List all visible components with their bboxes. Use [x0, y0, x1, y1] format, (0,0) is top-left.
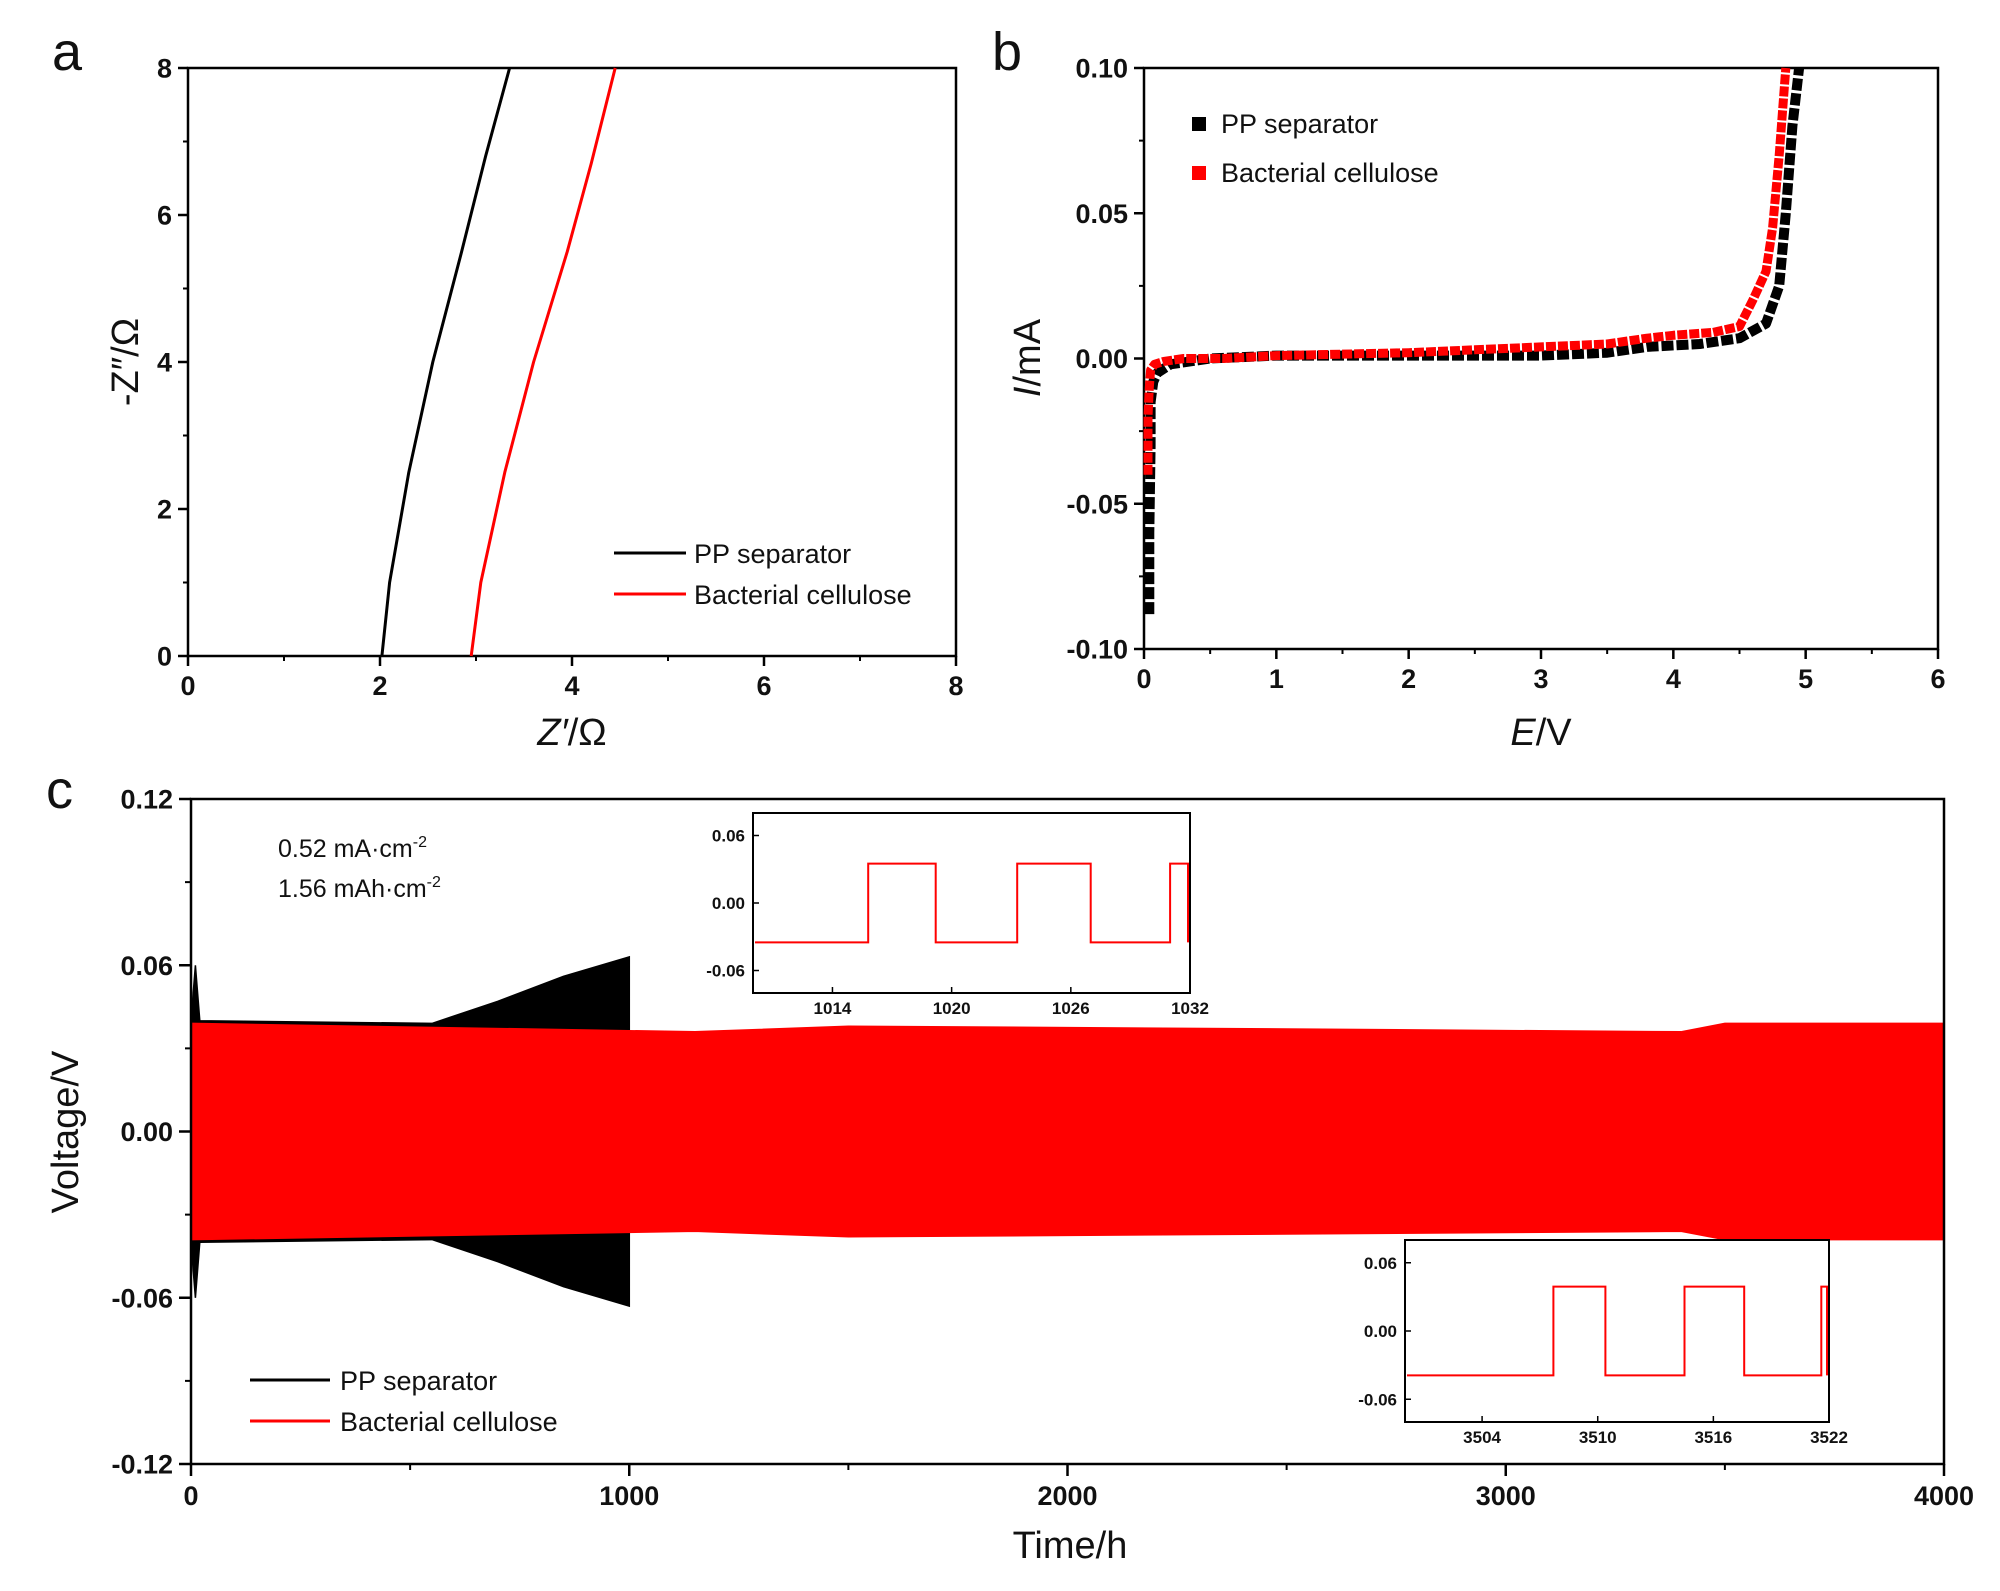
- x-tick-label: 6: [1930, 664, 1945, 694]
- series-band-bacterial-cellulose: [190, 1022, 1945, 1241]
- y-tick-label: -0.05: [1066, 489, 1128, 519]
- axis-ticks-c: 0 1000 2000 3000 4000 -0.12 -0.06 0.00 0.06 0.12: [111, 785, 1974, 1511]
- x-tick-label: 6: [756, 671, 771, 701]
- panel-label-a: a: [52, 22, 83, 82]
- legend-a: PP separator Bacterial cellulose: [614, 539, 912, 610]
- x-tick-label: 4000: [1914, 1481, 1974, 1511]
- legend-swatch-b-bc: [1192, 166, 1206, 180]
- legend-label-c-pp: PP separator: [340, 1366, 497, 1396]
- inset-y-tick-label: 0.06: [712, 827, 745, 846]
- panel-label-b: b: [992, 22, 1022, 82]
- chart-panel-c: 0 1000 2000 3000 4000-0.12-0.060.000.060.12 …: [45, 785, 1974, 1567]
- x-axis-label-b: E/V: [1510, 712, 1572, 754]
- x-tick-label: 0: [1136, 664, 1151, 694]
- y-tick-label: 0.12: [120, 785, 173, 815]
- axis-ticks-b: 0 1 2 3 4 5 6 -0.10 -0.05 0.00 0.05 0.10: [1066, 54, 1945, 694]
- inset-y-tick-label: -0.06: [706, 962, 745, 981]
- y-axis-label-c: Voltage/V: [45, 1050, 87, 1213]
- chart-panel-b: 0 1 2 3 4 5 6 -0.10 -0.05 0.00 0.05 0.10 E/V I/mA P…: [1007, 54, 1946, 754]
- inset-x-tick-label: 1014: [814, 999, 852, 1018]
- inset-series-line: [755, 862, 1189, 944]
- x-axis-label-c: Time/h: [1013, 1525, 1128, 1567]
- legend-label-a-pp: PP separator: [694, 539, 851, 569]
- y-tick-label: -0.12: [111, 1450, 173, 1480]
- series-group-a: [380, 67, 617, 657]
- y-tick-label: -0.06: [111, 1283, 173, 1313]
- annotation-conditions: 0.52 mA·cm-2 1.56 mAh·cm-2: [278, 834, 441, 903]
- inset-x-tick-label: 1032: [1171, 999, 1209, 1018]
- inset-x-tick-label: 3504: [1463, 1428, 1501, 1447]
- x-axis-label-a: Z′/Ω: [536, 712, 606, 754]
- legend-swatch-b-pp: [1192, 117, 1206, 131]
- x-tick-label: 4: [1666, 664, 1681, 694]
- inset-x-tick-label: 3522: [1810, 1428, 1848, 1447]
- chart-panel-a: 0 2 4 6 8 0 2 4 6 8 Z′/Ω -Z″/Ω PP separator Bacte…: [105, 54, 964, 754]
- y-axis-label-a: -Z″/Ω: [105, 318, 147, 406]
- legend-b: PP separator Bacterial cellulose: [1192, 109, 1439, 188]
- y-tick-label: 8: [157, 54, 172, 84]
- inset-y-tick-label: 0.00: [712, 894, 745, 913]
- inset-x-tick-label: 3516: [1694, 1428, 1732, 1447]
- x-tick-label: 2000: [1037, 1481, 1097, 1511]
- inset-x-tick-label: 1026: [1052, 999, 1090, 1018]
- y-tick-label: 6: [157, 201, 172, 231]
- y-tick-label: 0.06: [120, 951, 173, 981]
- x-tick-label: 8: [948, 671, 963, 701]
- legend-c: PP separator Bacterial cellulose: [250, 1366, 558, 1437]
- annotation-current-density: 0.52 mA·cm-2: [278, 834, 427, 863]
- x-tick-label: 1: [1269, 664, 1284, 694]
- y-tick-label: 2: [157, 495, 172, 525]
- inset-frame: [752, 812, 1191, 994]
- x-tick-label: 5: [1798, 664, 1813, 694]
- inset-y-tick-label: 0.06: [1364, 1254, 1397, 1273]
- inset-chart-top: 1014 1020 1026 1032 -0.06 0.00 0.06: [706, 812, 1209, 1018]
- legend-label-b-bc: Bacterial cellulose: [1221, 158, 1439, 188]
- axis-ticks-a: 0 2 4 6 8 0 2 4 6 8: [157, 54, 964, 701]
- series-group-b: [1143, 67, 1805, 615]
- series-group-c: [190, 955, 1945, 1308]
- legend-label-c-bc: Bacterial cellulose: [340, 1407, 558, 1437]
- y-tick-label: 0.00: [1075, 344, 1128, 374]
- x-tick-label: 0: [180, 671, 195, 701]
- y-tick-label: 0: [157, 642, 172, 672]
- inset-chart-bottom: 3504 3510 3516 3522 -0.06 0.00 0.06: [1358, 1239, 1848, 1447]
- x-tick-label: 2: [372, 671, 387, 701]
- y-tick-label: 4: [157, 348, 172, 378]
- inset-x-tick-label: 3510: [1579, 1428, 1617, 1447]
- inset-series-line: [1407, 1285, 1828, 1377]
- x-tick-label: 3000: [1476, 1481, 1536, 1511]
- x-tick-label: 4: [564, 671, 579, 701]
- series-line-pp-separator: [380, 67, 512, 657]
- y-tick-label: 0.05: [1075, 199, 1128, 229]
- annotation-areal-capacity: 1.56 mAh·cm-2: [278, 874, 441, 903]
- inset-frame: [1404, 1239, 1830, 1423]
- panel-label-c: c: [46, 760, 73, 820]
- inset-x-tick-label: 1020: [933, 999, 971, 1018]
- y-tick-label: 0.00: [120, 1117, 173, 1147]
- x-tick-label: 3: [1533, 664, 1548, 694]
- series-line-bacterial-cellulose: [469, 67, 617, 657]
- x-tick-label: 1000: [599, 1481, 659, 1511]
- series-markers-bacterial-cellulose: [1143, 67, 1791, 475]
- x-tick-label: 0: [183, 1481, 198, 1511]
- legend-label-b-pp: PP separator: [1221, 109, 1378, 139]
- inset-y-tick-label: -0.06: [1358, 1390, 1397, 1409]
- x-tick-label: 2: [1401, 664, 1416, 694]
- inset-y-tick-label: 0.00: [1364, 1322, 1397, 1341]
- y-tick-label: 0.10: [1075, 54, 1128, 84]
- y-tick-label: -0.10: [1066, 635, 1128, 665]
- legend-label-a-bc: Bacterial cellulose: [694, 580, 912, 610]
- y-axis-label-b: I/mA: [1007, 318, 1049, 397]
